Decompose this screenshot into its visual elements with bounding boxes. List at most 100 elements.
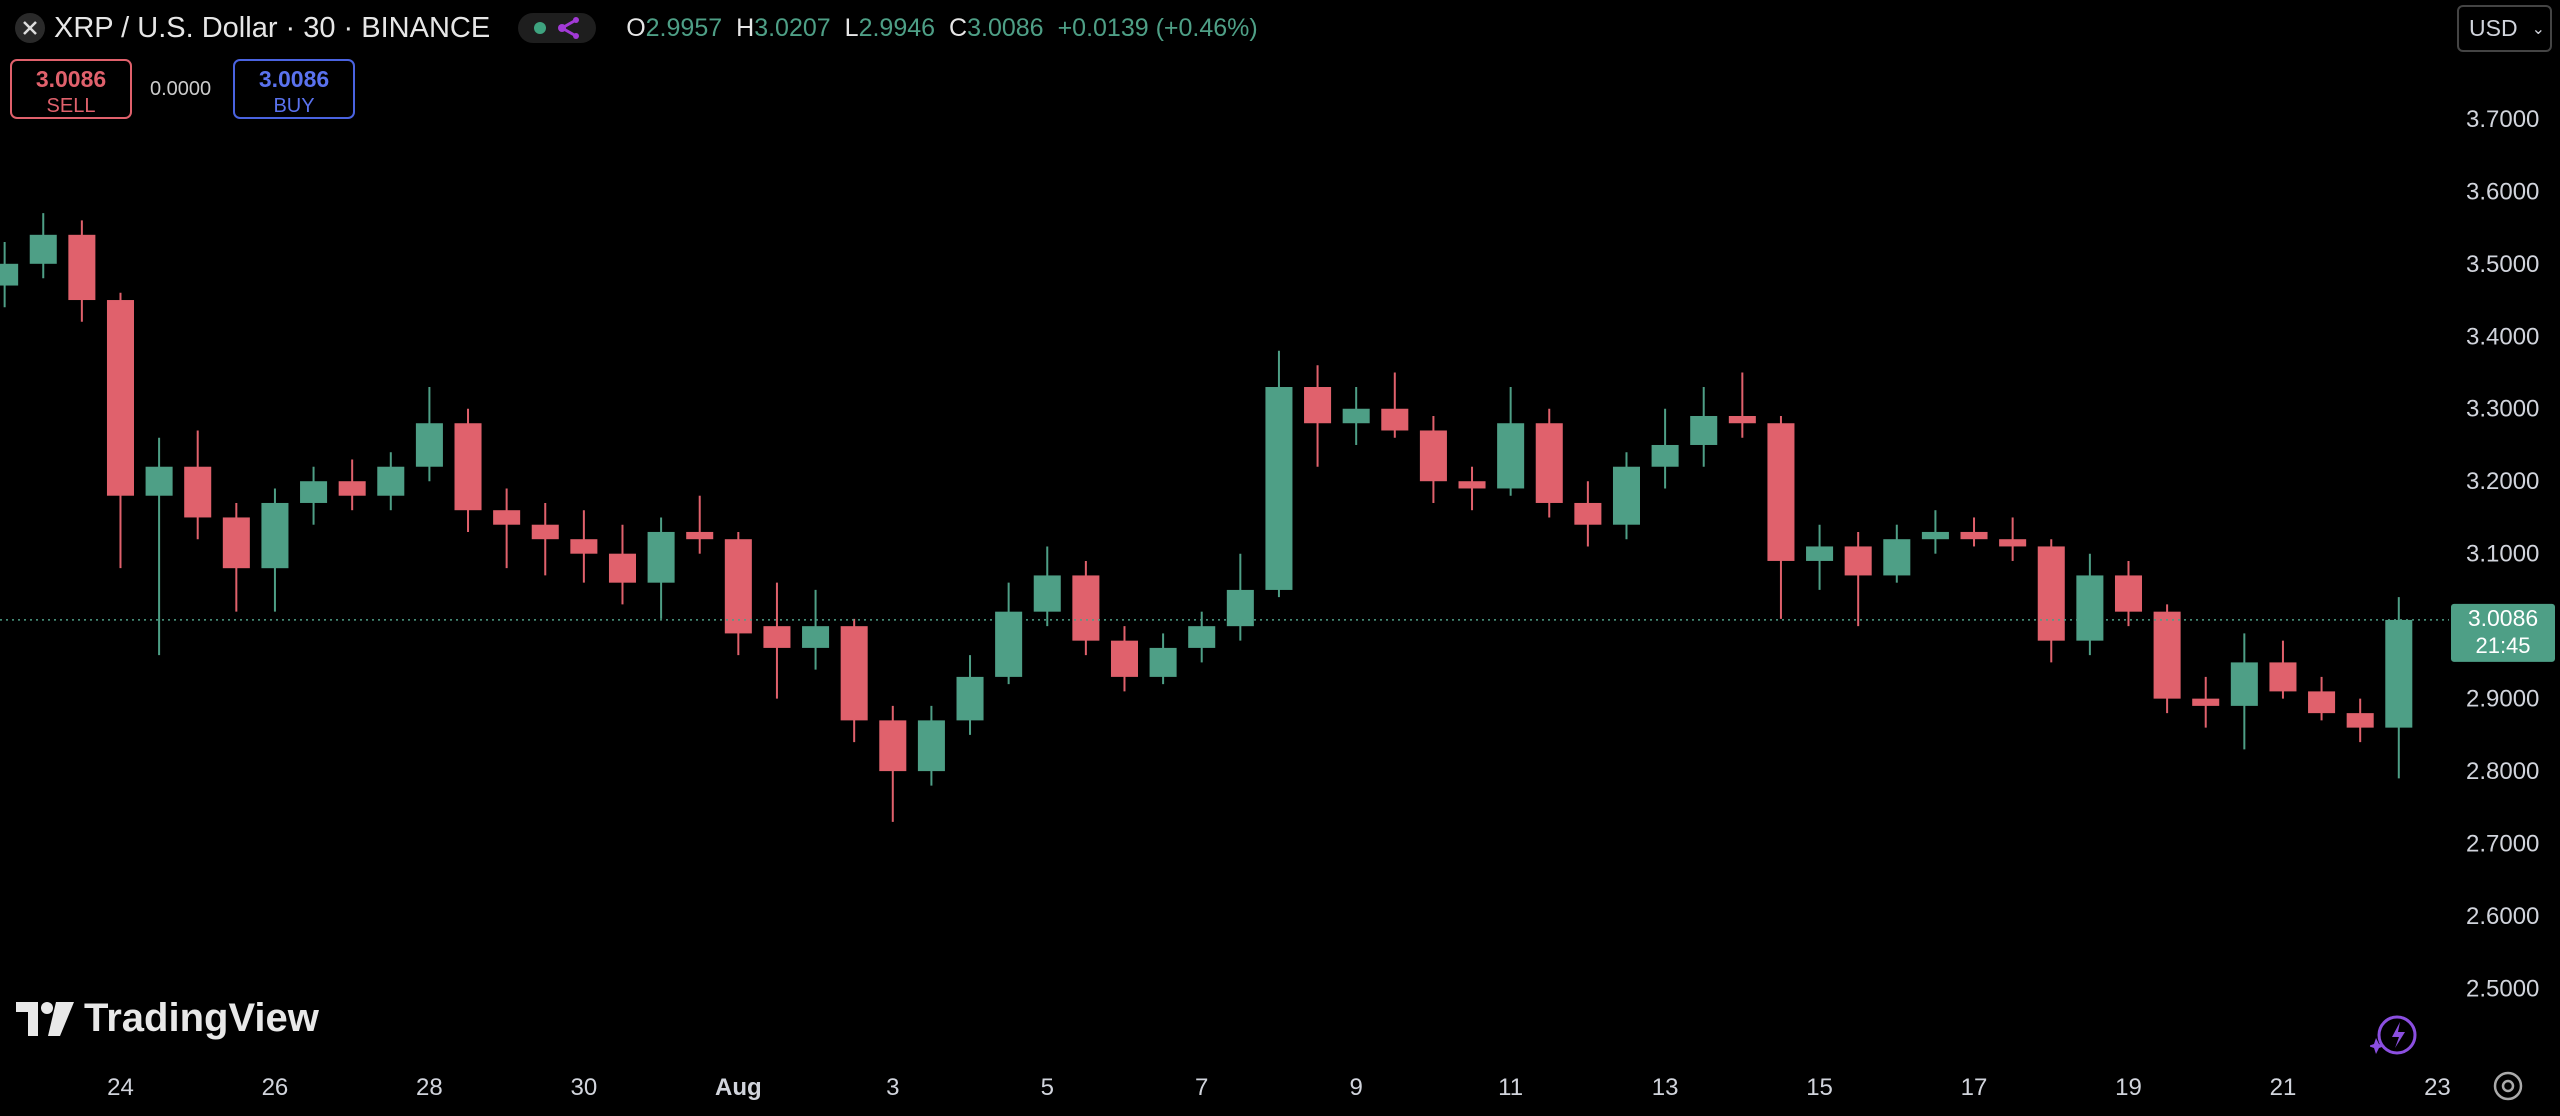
candle-body [1883,539,1911,576]
candle-body [2192,698,2220,706]
candle-body [2037,546,2065,641]
candle-body [995,611,1023,677]
candle-body [1226,589,1254,627]
candle-body [840,626,868,721]
x-tick-label: 17 [1961,1074,1988,1101]
buy-label: BUY [273,95,315,117]
candle-body [2076,575,2104,641]
ohlc-value: 3.0207 [754,13,831,42]
candle-body [1574,502,1602,525]
x-tick-label: 7 [1195,1074,1208,1101]
status-pill[interactable] [518,13,597,43]
x-tick-label: Aug [715,1074,762,1101]
x-tick-label: 21 [2270,1074,2297,1101]
countdown: 21:45 [2475,633,2530,658]
y-tick-label: 3.2000 [2466,468,2539,495]
candle-body [2153,611,2181,699]
candle-body [377,466,405,496]
y-tick-label: 2.5000 [2466,976,2539,1003]
candle-body [1497,423,1525,489]
candle-body [917,720,945,772]
candle-body [493,510,521,525]
x-tick-label: 11 [1498,1074,1523,1101]
candle-body [300,481,328,503]
currency-selector[interactable]: USD ⌄ [2457,5,2552,52]
last-price-label: 3.0086 [2468,605,2538,631]
candle-body [956,676,984,721]
x-tick-label: 26 [262,1074,289,1101]
candle-body [724,539,752,634]
y-tick-label: 3.4000 [2466,323,2539,350]
logo-text: TradingView [84,996,319,1040]
y-tick-label: 2.6000 [2466,903,2539,930]
candle-body [1304,387,1332,424]
settings-icon[interactable] [2490,1068,2526,1104]
candle-body [2308,691,2336,714]
candle-body [1806,546,1834,561]
x-tick-label: 24 [107,1074,134,1101]
x-tick-label: 9 [1349,1074,1362,1101]
ohlc-label: C [949,13,968,42]
candle-body [184,466,212,518]
candle-body [1419,430,1447,482]
sell-label: SELL [46,95,96,117]
candle-body [1960,531,1988,540]
ohlc-label: L [844,13,859,42]
candle-body [1033,575,1061,612]
ohlc-item: C3.0086 [949,14,1044,43]
x-tick-label: 5 [1041,1074,1054,1101]
ohlc-item: H3.0207 [736,14,831,43]
candle-body [1072,575,1100,641]
candle-body [1999,539,2027,547]
x-tick-label: 23 [2424,1074,2451,1101]
x-tick-label: 28 [416,1074,443,1101]
candle-body [106,300,134,496]
candle-body [338,481,366,496]
candle-body [1767,423,1795,561]
tradingview-logo[interactable]: TradingView [16,996,319,1041]
spread: 0.0000 [150,78,212,100]
candle-body [145,466,173,496]
ohlc-value: 3.0086 [967,13,1044,42]
ohlc-item: L2.9946 [845,14,935,43]
x-tick-label: 13 [1652,1074,1679,1101]
assistant-icon[interactable] [2370,1010,2420,1060]
candle-body [68,234,96,301]
x-tick-label: 15 [1806,1074,1833,1101]
y-tick-label: 2.8000 [2466,758,2539,785]
candle-body [1265,387,1293,590]
candle-body [2114,575,2143,612]
candle-body [1149,647,1177,677]
close-icon[interactable] [14,12,46,44]
candle-body [1110,640,1139,677]
y-tick-label: 3.5000 [2466,251,2539,278]
symbol-header: XRP / U.S. Dollar · 30 · BINANCE O2.9957… [14,8,1258,48]
candle-body [1728,415,1756,424]
ohlc-item: O2.9957 [626,14,722,43]
candle-body [0,263,19,286]
candle-body [647,531,675,583]
ohlc-value: 2.9946 [858,13,936,42]
y-tick-label: 3.6000 [2466,178,2539,205]
currency: USD [2469,15,2518,41]
buy-button[interactable]: 3.0086 BUY [233,59,355,119]
candle-body [1342,408,1370,424]
candle-body [2346,713,2374,728]
candle-body [686,531,714,540]
candle-body [570,539,598,554]
candle-body [2269,662,2297,692]
y-tick-label: 3.1000 [2466,541,2539,568]
x-tick-label: 30 [571,1074,598,1101]
candle-body [261,502,289,569]
candle-body [2385,619,2413,728]
candle-body [454,423,482,511]
ohlc-values: O2.9957 H3.0207 L2.9946 C3.0086 [626,14,1043,43]
y-tick-label: 3.7000 [2466,106,2539,133]
symbol-title[interactable]: XRP / U.S. Dollar · 30 · BINANCE [54,11,491,44]
y-tick-label: 3.3000 [2466,396,2539,423]
candle-body [1535,423,1563,503]
sell-button[interactable]: 3.0086 SELL [10,59,132,119]
candle-body [1381,408,1409,431]
ohlc-label: O [626,13,646,42]
